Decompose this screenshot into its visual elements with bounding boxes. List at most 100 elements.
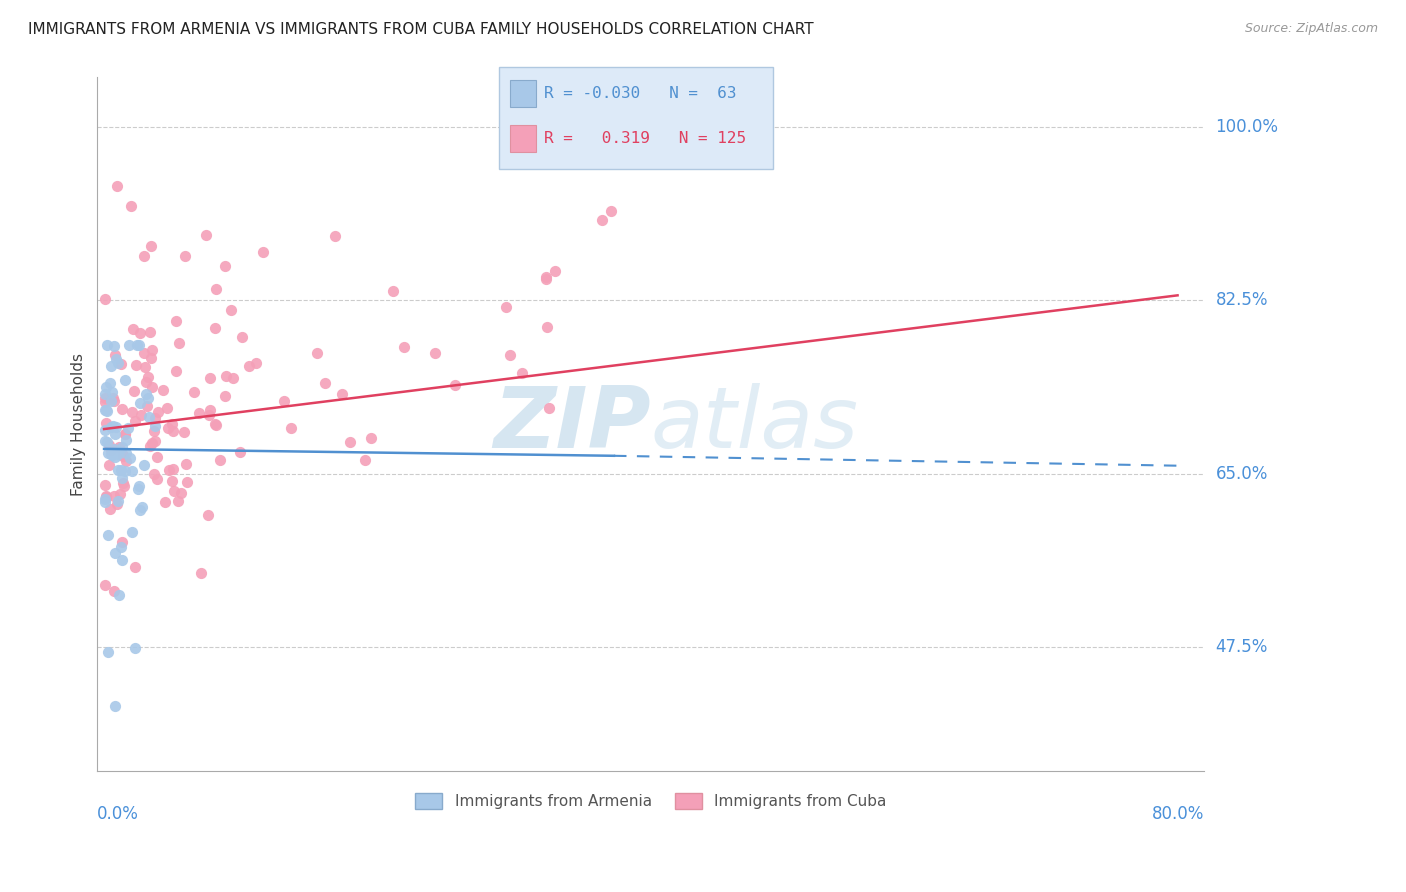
Point: [197, 508, 219, 522]
Point: [127, 482, 149, 496]
Point: [108, 486, 131, 500]
Point: [131, 500, 153, 515]
Point: [360, 431, 382, 445]
Point: [118, 450, 141, 465]
Text: 0.0%: 0.0%: [97, 805, 139, 823]
Point: [108, 444, 131, 458]
Point: [354, 452, 377, 467]
Point: [499, 348, 522, 362]
Point: [510, 366, 533, 380]
Point: [117, 421, 139, 435]
Point: [101, 384, 124, 399]
Point: [100, 420, 122, 434]
Point: [110, 463, 132, 477]
Point: [107, 447, 129, 461]
Point: [214, 259, 236, 273]
Point: [105, 420, 128, 434]
Point: [115, 453, 138, 467]
Point: [94, 423, 117, 437]
Point: [94, 402, 117, 417]
Point: [205, 418, 228, 433]
Point: [107, 179, 129, 194]
Point: [103, 339, 125, 353]
Point: [165, 364, 187, 378]
Point: [104, 351, 127, 366]
Point: [198, 403, 221, 417]
Point: [280, 421, 302, 435]
Point: [190, 566, 212, 580]
Point: [103, 442, 125, 456]
Text: R = -0.030   N =  63: R = -0.030 N = 63: [544, 87, 737, 101]
Point: [534, 271, 557, 285]
Point: [128, 478, 150, 492]
Point: [591, 213, 613, 227]
Text: Source: ZipAtlas.com: Source: ZipAtlas.com: [1244, 22, 1378, 36]
Point: [273, 393, 295, 408]
Point: [495, 300, 517, 314]
Point: [209, 453, 232, 467]
Point: [100, 442, 122, 457]
Point: [96, 491, 118, 505]
Point: [121, 404, 143, 418]
Point: [141, 343, 163, 357]
Point: [125, 358, 148, 372]
Point: [204, 320, 226, 334]
Text: R =   0.319   N = 125: R = 0.319 N = 125: [544, 131, 747, 145]
Point: [195, 228, 218, 243]
Point: [94, 386, 117, 401]
Point: [152, 383, 174, 397]
Point: [98, 501, 121, 516]
Point: [443, 378, 465, 392]
Point: [245, 356, 267, 370]
Point: [314, 376, 336, 390]
Point: [100, 448, 122, 462]
Point: [111, 553, 134, 567]
Point: [103, 489, 125, 503]
Text: 47.5%: 47.5%: [1216, 638, 1268, 656]
Point: [139, 325, 162, 339]
Point: [104, 427, 127, 442]
Point: [131, 409, 153, 423]
Point: [143, 419, 166, 434]
Point: [122, 384, 145, 399]
Point: [229, 445, 252, 459]
Point: [96, 404, 118, 418]
Point: [124, 640, 146, 655]
Point: [104, 450, 127, 465]
Point: [98, 458, 121, 472]
Point: [112, 449, 135, 463]
Point: [114, 426, 136, 441]
Point: [100, 359, 122, 374]
Point: [94, 489, 117, 503]
Point: [136, 369, 159, 384]
Point: [114, 445, 136, 459]
Point: [305, 345, 328, 359]
Point: [100, 446, 122, 460]
Point: [221, 371, 243, 385]
Point: [139, 439, 162, 453]
Point: [111, 471, 134, 485]
Point: [174, 458, 197, 472]
Point: [135, 375, 157, 389]
Point: [125, 338, 148, 352]
Point: [94, 434, 117, 448]
Point: [132, 458, 155, 472]
Point: [114, 426, 136, 441]
Text: atlas: atlas: [651, 383, 859, 466]
Point: [162, 462, 184, 476]
Point: [115, 434, 138, 448]
Point: [162, 424, 184, 438]
Point: [143, 434, 166, 449]
Point: [157, 463, 180, 477]
Point: [156, 401, 179, 416]
Point: [135, 387, 157, 401]
Point: [141, 351, 163, 365]
Point: [323, 229, 346, 244]
Point: [132, 346, 155, 360]
Point: [104, 699, 127, 714]
Point: [165, 314, 187, 328]
Point: [163, 483, 186, 498]
Point: [143, 411, 166, 425]
Point: [173, 249, 195, 263]
Point: [392, 340, 415, 354]
